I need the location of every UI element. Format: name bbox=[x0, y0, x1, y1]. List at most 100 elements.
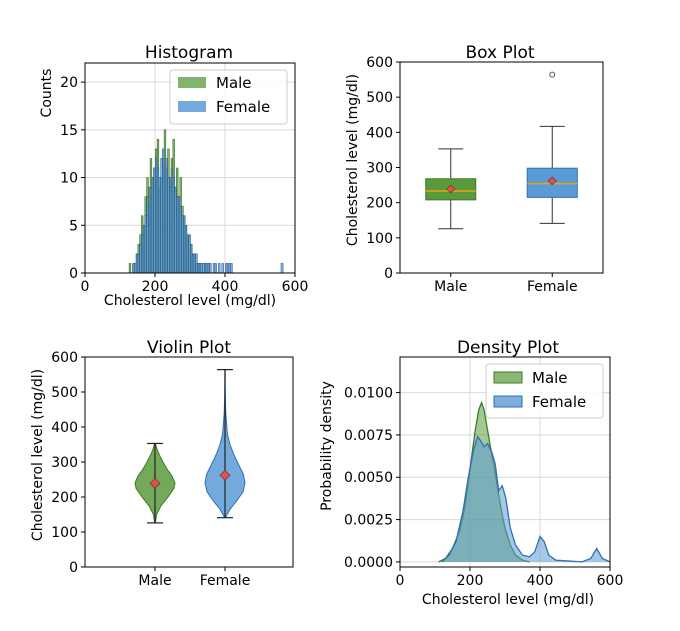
histogram-bar-female bbox=[207, 263, 210, 274]
density-legend-swatch-male bbox=[493, 371, 523, 384]
histogram-bar-female bbox=[183, 215, 186, 274]
boxplot-outlier bbox=[549, 71, 556, 78]
histogram-bar-female bbox=[186, 234, 189, 274]
violin-ytick-label: 100 bbox=[51, 525, 78, 541]
histogram-ytick-label: 0 bbox=[69, 266, 78, 282]
density-xlabel: Cholesterol level (mg/dl) bbox=[422, 592, 594, 608]
histogram-bar-female bbox=[195, 253, 198, 274]
density-legend-label-male: Male bbox=[532, 369, 568, 387]
histogram-bar-female bbox=[188, 234, 191, 274]
boxplot-mean-marker bbox=[446, 184, 456, 194]
histogram-ytick-label: 5 bbox=[69, 218, 78, 234]
boxplot-mean-marker bbox=[547, 176, 557, 186]
legend-label-female: Female bbox=[216, 98, 270, 116]
density-ylabel: Probability density bbox=[319, 381, 335, 511]
boxplot-ytick-label: 200 bbox=[366, 196, 393, 212]
histogram-bar-female bbox=[226, 263, 230, 274]
histogram-bar-female bbox=[190, 244, 193, 274]
histogram-bar-female bbox=[174, 186, 177, 274]
histogram-xtick-label: 400 bbox=[212, 279, 239, 295]
density-area-female bbox=[442, 436, 610, 562]
histogram-bar-female bbox=[198, 263, 202, 274]
histogram-bar-female bbox=[170, 167, 174, 274]
histogram-bar-female bbox=[165, 158, 168, 274]
histogram-title: Histogram bbox=[145, 43, 233, 63]
histogram-bar-female bbox=[184, 225, 188, 274]
density-title: Density Plot bbox=[457, 338, 559, 358]
density-legend-label-female: Female bbox=[532, 393, 586, 411]
boxplot-xtick-label: Female bbox=[527, 279, 578, 295]
histogram-bar-female bbox=[202, 263, 205, 274]
density-line-female bbox=[441, 435, 611, 563]
violin-ytick-label: 300 bbox=[51, 455, 78, 471]
violin-ylabel: Cholesterol level (mg/dl) bbox=[30, 369, 46, 541]
boxplot-ylabel: Cholesterol level (mg/dl) bbox=[345, 74, 361, 246]
histogram-bar-female bbox=[151, 177, 154, 274]
violin-ytick-label: 200 bbox=[51, 490, 78, 506]
histogram-xtick-label: 0 bbox=[81, 279, 90, 295]
histogram-bar-female bbox=[214, 263, 217, 274]
violin-mean-marker bbox=[149, 477, 161, 489]
histogram-xtick-label: 600 bbox=[282, 279, 309, 295]
density-xtick-label: 400 bbox=[527, 573, 554, 589]
violin-title: Violin Plot bbox=[147, 338, 231, 358]
violin-axes-frame bbox=[84, 356, 294, 568]
histogram-bar-female bbox=[177, 196, 181, 274]
boxplot-ytick-label: 500 bbox=[366, 90, 393, 106]
density-legend: Male Female bbox=[485, 363, 604, 419]
violin-ytick-label: 0 bbox=[69, 560, 78, 576]
histogram-xlabel: Cholesterol level (mg/dl) bbox=[104, 293, 276, 309]
histogram-bar-female bbox=[230, 263, 233, 274]
histogram-bar-female bbox=[149, 186, 153, 274]
violin-bodies bbox=[134, 369, 246, 524]
histogram-bar-female bbox=[160, 158, 163, 274]
histogram-bar-female bbox=[144, 215, 147, 274]
histogram-bar-female bbox=[181, 215, 184, 274]
histogram-bar-female bbox=[200, 263, 203, 274]
histogram-bar-female bbox=[176, 196, 179, 274]
histogram-bar-female bbox=[156, 167, 160, 274]
histogram-ticks: 0 200 400 600 0 5 10 15 20 bbox=[60, 75, 308, 295]
histogram-legend: Male Female bbox=[169, 69, 288, 125]
violin-ticks: 0 100 200 300 400 500 600 Male Female bbox=[51, 350, 250, 589]
histogram-bar-female bbox=[141, 234, 144, 274]
histogram-bar-female bbox=[193, 253, 196, 274]
violin-mean-marker bbox=[219, 469, 231, 481]
histogram-bar-female bbox=[146, 196, 149, 274]
boxplot-ticks: 0 100 200 300 400 500 600 Male Female bbox=[366, 55, 577, 295]
histogram-ytick-label: 10 bbox=[60, 171, 78, 187]
density-ytick-label: 0.0000 bbox=[344, 555, 393, 571]
histogram-bars bbox=[128, 129, 284, 274]
boxplot-panel: Box Plot 0 100 200 300 400 500 600 Male Female C… bbox=[345, 43, 604, 295]
boxplot-axes-frame bbox=[399, 61, 604, 274]
violin-xtick-label: Male bbox=[138, 573, 171, 589]
density-ticks: 0 200 400 600 0.0000 0.0025 0.0050 0.0075 0.0100 bbox=[344, 386, 623, 589]
histogram-bar-female bbox=[221, 263, 224, 274]
histogram-bar-female bbox=[218, 263, 221, 274]
density-panel: Density Plot 0 200 400 600 0.0000 0.0025 0.005… bbox=[319, 338, 623, 608]
histogram-bar-female bbox=[158, 177, 161, 274]
boxplot-ytick-label: 100 bbox=[366, 231, 393, 247]
histogram-bar-female bbox=[134, 263, 137, 274]
density-ytick-label: 0.0100 bbox=[344, 386, 393, 402]
histogram-bar-female bbox=[142, 225, 146, 274]
histogram-bar-female bbox=[155, 158, 158, 274]
legend-label-male: Male bbox=[216, 74, 252, 92]
histogram-bar-female bbox=[162, 148, 165, 274]
density-areas bbox=[438, 400, 611, 563]
histogram-bar-female bbox=[167, 177, 170, 274]
histogram-panel: Histogram 0 200 400 600 0 5 10 15 20 Cholesterol… bbox=[39, 43, 308, 309]
histogram-xtick-label: 200 bbox=[142, 279, 169, 295]
density-axes-frame bbox=[399, 356, 611, 568]
histogram-bar-female bbox=[169, 186, 172, 274]
histogram-bar-female bbox=[132, 263, 135, 274]
histogram-bar-female bbox=[225, 263, 228, 274]
histogram-bar-female bbox=[135, 253, 139, 274]
histogram-bar-female bbox=[197, 263, 200, 274]
density-ytick-label: 0.0050 bbox=[344, 470, 393, 486]
histogram-axes-frame bbox=[84, 62, 296, 274]
boxplot-ytick-label: 600 bbox=[366, 55, 393, 71]
histogram-bar-female bbox=[209, 263, 212, 274]
histogram-bar-female bbox=[163, 167, 167, 274]
